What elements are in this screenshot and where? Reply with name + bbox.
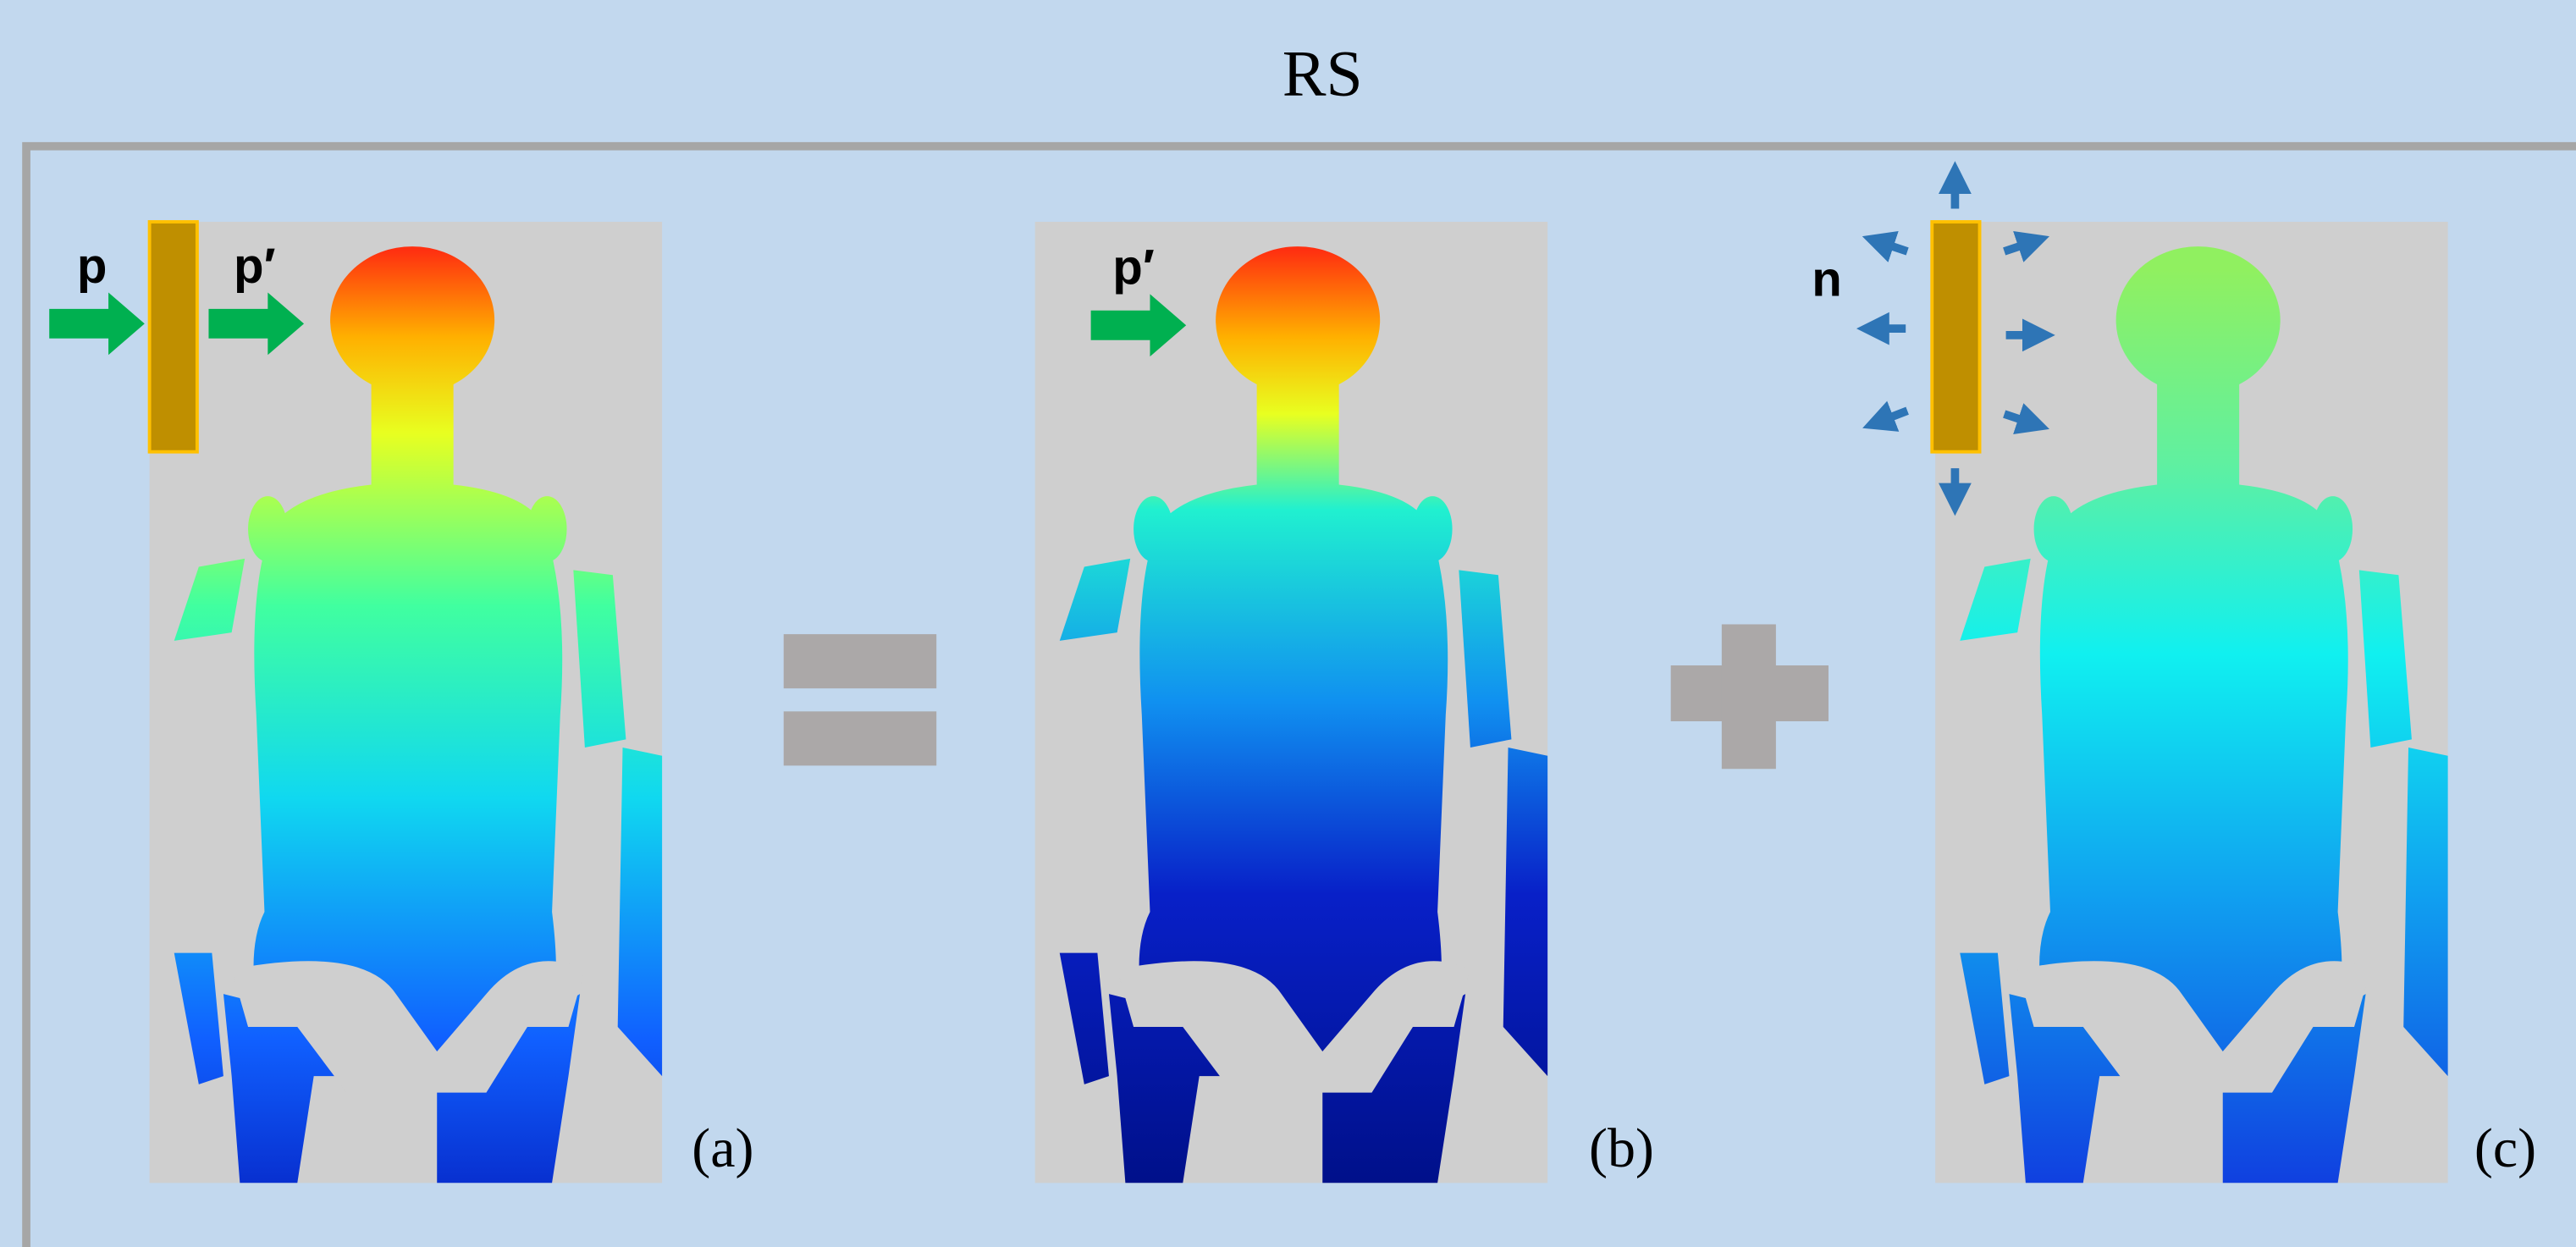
arrow-label: p′ [1112,240,1155,295]
arrow-label: p′ [234,239,276,294]
title: RS [1282,37,1363,110]
arrow [49,292,145,355]
panel-label: (c) [2474,1117,2536,1179]
equals-sign [784,711,936,765]
panel-label: (a) [692,1117,753,1179]
panel-label: (b) [1589,1117,1654,1179]
arrow-label: p [77,239,108,294]
equals-sign [784,634,936,688]
page: RS (a) p p′ (b) p′ (c) n (() => { const … [0,0,2576,1247]
plus-sign [1722,624,1776,769]
arrow-label: n [1812,251,1842,306]
source-bar [1932,222,1979,452]
figure: RS (a) p p′ (b) p′ (c) n [0,0,2576,1247]
source-bar [150,222,197,452]
